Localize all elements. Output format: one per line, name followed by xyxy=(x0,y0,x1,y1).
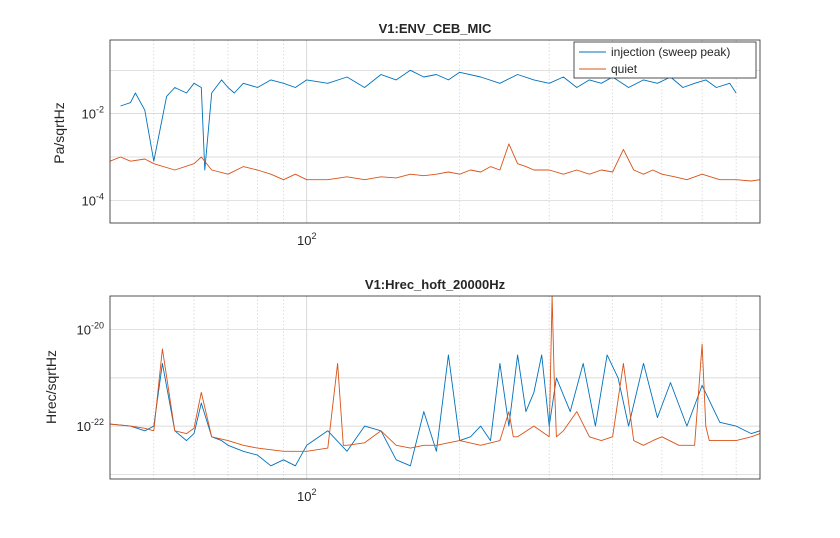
panel-hrec-hoft: V1:Hrec_hoft_20000Hz Hrec/sqrtHz 102 10-2… xyxy=(43,277,761,504)
legend-label-injection: injection (sweep peak) xyxy=(611,45,730,59)
x-tick-label: 102 xyxy=(297,231,316,248)
series-line-injection xyxy=(109,354,761,467)
tick-labels: 102 10-2 10-4 xyxy=(82,105,317,248)
legend: injection (sweep peak) quiet xyxy=(573,41,757,79)
series-line-quiet xyxy=(109,295,761,452)
series-line-injection xyxy=(120,69,737,171)
plot-lines xyxy=(109,295,761,467)
series-line-quiet xyxy=(109,143,761,182)
chart-title: V1:Hrec_hoft_20000Hz xyxy=(365,277,506,292)
y-tick-label: 10-4 xyxy=(82,191,104,208)
legend-box xyxy=(573,41,757,79)
x-tick-label: 102 xyxy=(297,487,316,504)
tick-labels: 102 10-20 10-22 xyxy=(77,321,317,504)
y-tick-label: 10-20 xyxy=(77,321,104,338)
y-tick-label: 10-2 xyxy=(82,105,104,122)
axes-frame xyxy=(109,39,761,224)
legend-label-quiet: quiet xyxy=(611,62,638,76)
plot-lines xyxy=(109,69,761,182)
grid xyxy=(110,296,760,479)
chart-title: V1:ENV_CEB_MIC xyxy=(379,21,492,36)
panel-env-ceb-mic: V1:ENV_CEB_MIC Pa/sqrtHz 102 10-2 10-4 inj… xyxy=(51,21,761,248)
y-axis-label: Hrec/sqrtHz xyxy=(43,350,59,424)
axes-frame xyxy=(109,295,761,480)
y-tick-label: 10-22 xyxy=(77,417,104,434)
y-axis-label: Pa/sqrtHz xyxy=(51,102,67,163)
